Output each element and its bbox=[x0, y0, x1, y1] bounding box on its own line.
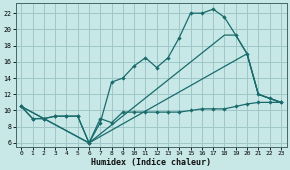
X-axis label: Humidex (Indice chaleur): Humidex (Indice chaleur) bbox=[91, 158, 211, 167]
